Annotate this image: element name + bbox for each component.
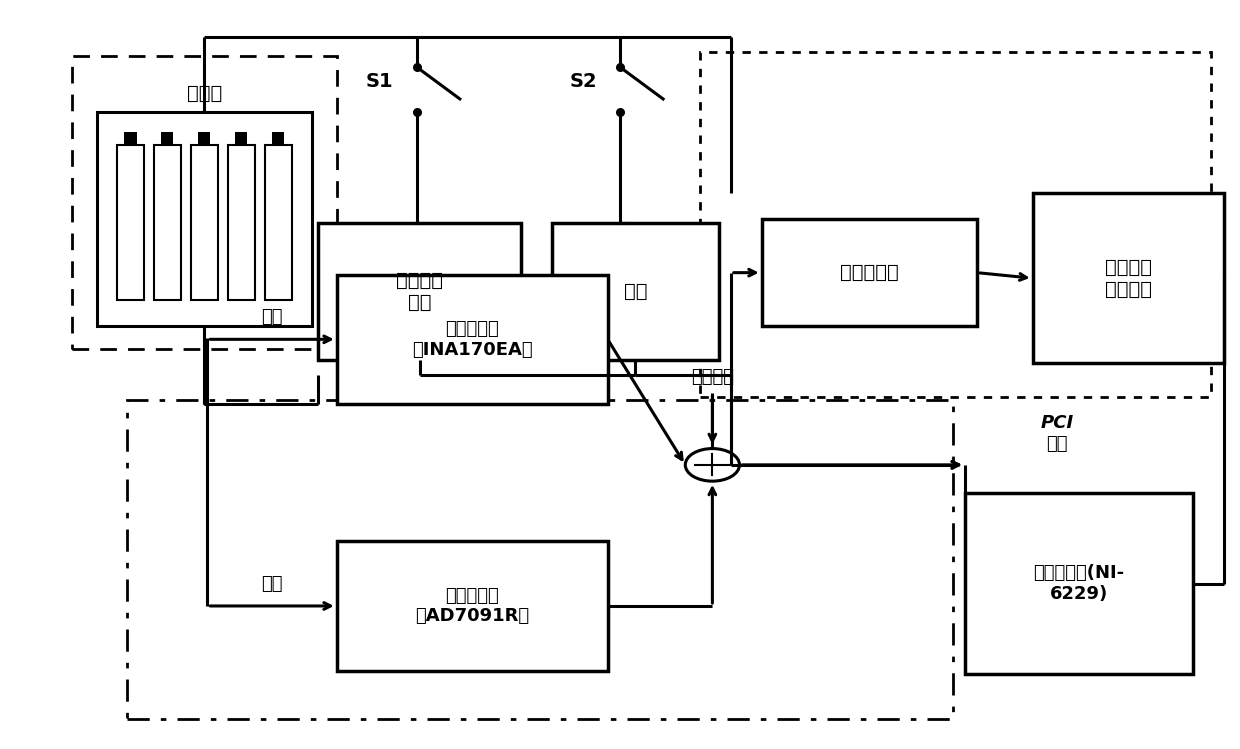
Bar: [236, 132, 247, 145]
Text: 剩余电量
估计模块: 剩余电量 估计模块: [1105, 258, 1152, 299]
Bar: [128, 401, 952, 719]
Bar: [1033, 193, 1224, 363]
Bar: [117, 145, 144, 300]
Bar: [337, 275, 608, 404]
Bar: [272, 132, 284, 145]
Bar: [97, 112, 312, 327]
Bar: [72, 56, 337, 348]
Text: 低通滤波器: 低通滤波器: [839, 263, 899, 282]
Text: 数据采集卡(NI-
6229): 数据采集卡(NI- 6229): [1033, 564, 1125, 603]
Bar: [701, 52, 1211, 397]
Text: 电池包: 电池包: [187, 84, 222, 103]
Text: 电流监测器
（INA170EA）: 电流监测器 （INA170EA）: [412, 320, 532, 359]
Text: 电流: 电流: [262, 308, 283, 326]
Bar: [319, 222, 522, 360]
Bar: [965, 493, 1193, 674]
Bar: [154, 145, 181, 300]
Bar: [161, 132, 174, 145]
Bar: [124, 132, 136, 145]
Bar: [337, 541, 608, 671]
Text: 测量噪声: 测量噪声: [691, 368, 734, 386]
Bar: [228, 145, 254, 300]
Bar: [198, 132, 211, 145]
Bar: [264, 145, 291, 300]
Text: 负载: 负载: [624, 282, 647, 300]
Text: 电池充电
装置: 电池充电 装置: [397, 270, 444, 312]
Text: 电压: 电压: [262, 574, 283, 592]
Text: PCI
接口: PCI 接口: [1040, 414, 1074, 453]
Text: 数模转换器
（AD7091R）: 数模转换器 （AD7091R）: [415, 586, 529, 625]
Bar: [761, 219, 977, 327]
Text: S2: S2: [569, 73, 596, 91]
Bar: [552, 222, 718, 360]
Bar: [191, 145, 218, 300]
Text: S1: S1: [366, 73, 393, 91]
